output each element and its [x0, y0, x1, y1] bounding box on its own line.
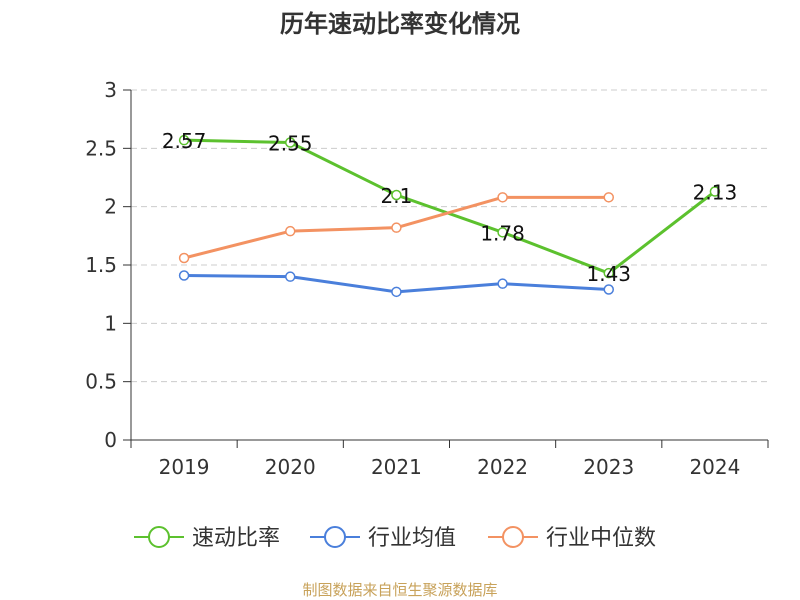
- legend-marker: [502, 526, 524, 548]
- source-note: 制图数据来自恒生聚源数据库: [302, 581, 497, 599]
- x-tick-label: 2022: [477, 455, 528, 479]
- data-label: 1.43: [586, 262, 631, 286]
- legend-label: 速动比率: [192, 526, 280, 551]
- data-label: 2.57: [162, 129, 207, 153]
- data-point: [391, 286, 402, 298]
- data-label: 2.55: [268, 132, 313, 156]
- x-tick-label: 2020: [265, 455, 316, 479]
- data-point: [603, 192, 614, 203]
- legend-label: 行业均值: [368, 526, 456, 551]
- x-tick-label: 2024: [689, 455, 740, 479]
- data-labels: 2.57 2.55 2.1 1.78 1.43 2.13: [162, 129, 737, 286]
- x-tick-label: 2023: [583, 455, 634, 479]
- data-point: [285, 137, 296, 148]
- x-tick-label: 2021: [371, 455, 422, 479]
- y-tick-label: 2.5: [85, 136, 117, 160]
- y-tick-label: 0.5: [85, 370, 117, 394]
- data-point: [391, 189, 402, 201]
- legend[interactable]: 速动比率 行业均值 行业中位数: [134, 526, 656, 551]
- chart-title: 历年速动比率变化情况: [280, 10, 520, 38]
- data-label: 2.1: [381, 184, 413, 208]
- data-point: [497, 278, 508, 289]
- legend-marker: [324, 526, 346, 548]
- data-label: 1.78: [480, 221, 525, 245]
- x-tick-label: 2019: [159, 455, 210, 479]
- data-point: [178, 270, 190, 281]
- y-tick-label: 3: [104, 78, 117, 102]
- legend-label: 行业中位数: [546, 526, 656, 551]
- legend-marker: [148, 526, 170, 548]
- y-tick-label: 2: [104, 195, 117, 219]
- legend-item[interactable]: 行业中位数: [488, 526, 656, 551]
- gridlines: [131, 89, 768, 383]
- data-point: [391, 222, 402, 233]
- data-point: [285, 271, 296, 282]
- y-tick-label: 1.5: [85, 253, 117, 277]
- data-point: [603, 284, 614, 295]
- data-point: [178, 134, 190, 146]
- y-tick-label: 1: [104, 311, 117, 335]
- legend-item[interactable]: 行业均值: [310, 526, 456, 551]
- data-label: 2.13: [693, 181, 738, 205]
- data-point: [709, 186, 721, 197]
- axes: 0 0.5 1 1.5 2 2.5 3 2019 2020 2021 2022 2023 2024: [85, 78, 769, 479]
- y-tick-label: 0: [104, 428, 117, 452]
- data-point: [178, 252, 190, 264]
- data-point: [497, 227, 508, 238]
- data-point: [285, 225, 296, 237]
- data-point: [497, 192, 508, 203]
- legend-item[interactable]: 速动比率: [134, 526, 280, 551]
- data-point: [603, 267, 614, 279]
- series-layer: [178, 134, 721, 298]
